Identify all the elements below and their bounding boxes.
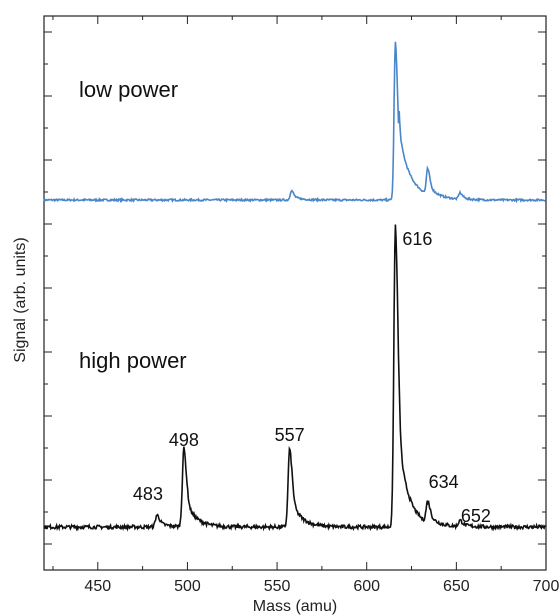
plot-frame (43, 15, 547, 571)
x-tick-labels: 450 500 550 600 650 700 (84, 578, 559, 595)
y-axis-label: Signal (arb. units) (12, 237, 29, 362)
x-tick-label: 600 (353, 578, 380, 595)
peak-label-498: 498 (169, 430, 199, 450)
x-tick-label: 700 (533, 578, 560, 595)
peak-label-634: 634 (429, 472, 459, 492)
low-power-trace (43, 41, 546, 204)
peak-label-557: 557 (275, 425, 305, 445)
high-power-label: high power (79, 348, 187, 373)
x-axis-label: Mass (amu) (253, 598, 337, 615)
x-tick-label: 500 (174, 578, 201, 595)
x-tick-label: 450 (84, 578, 111, 595)
peak-label-652: 652 (461, 506, 491, 526)
x-tick-label: 550 (264, 578, 291, 595)
high-power-trace (43, 224, 547, 532)
low-power-label: low power (79, 77, 178, 102)
peak-label-483: 483 (133, 484, 163, 504)
peak-label-616: 616 (402, 229, 432, 249)
axis-ticks (44, 16, 547, 570)
x-tick-label: 650 (443, 578, 470, 595)
